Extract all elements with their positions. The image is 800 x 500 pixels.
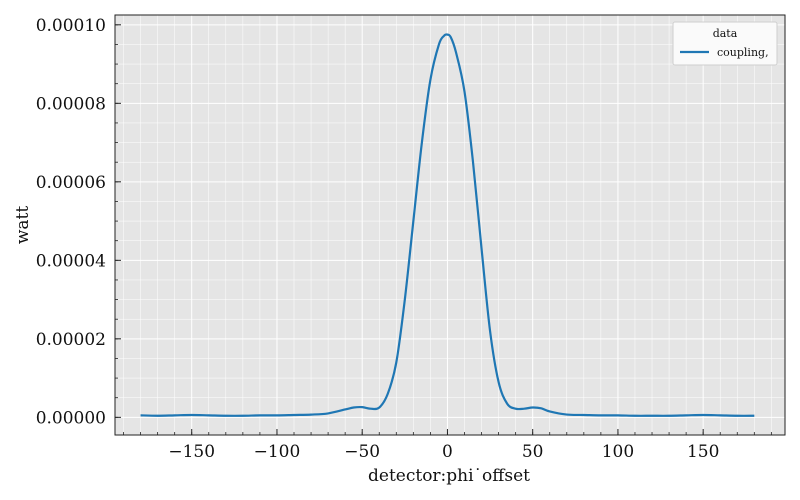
- legend-title: data: [713, 27, 738, 40]
- x-tick-label: −100: [254, 442, 301, 462]
- legend-box: [672, 21, 778, 66]
- axis-ticks: −150 −100 −50 0 50 100 150 0.00000 0.00002 0.0000…: [36, 16, 772, 462]
- x-tick-label: 150: [687, 442, 719, 462]
- x-tick-label: 50: [522, 442, 544, 462]
- y-tick-label: 0.00002: [36, 330, 106, 350]
- x-tick-label: −50: [344, 442, 380, 462]
- y-tick-label: 0.00004: [36, 251, 106, 271]
- x-tick-label: 100: [602, 442, 634, 462]
- plot-background: [115, 15, 785, 435]
- series-line-coupling: [140, 33, 755, 417]
- x-tick-label: −150: [168, 442, 215, 462]
- legend: data coupling,: [672, 21, 778, 66]
- y-tick-label: 0.00008: [36, 94, 106, 114]
- x-tick-label: 0: [442, 442, 453, 462]
- x-axis-label: detector:phi˙offset: [368, 466, 530, 486]
- y-tick-label: 0.00006: [36, 173, 106, 193]
- y-tick-label: 0.00000: [36, 408, 106, 428]
- plot-frame: [114, 14, 786, 436]
- y-axis-label: watt: [13, 206, 33, 245]
- legend-label-coupling: coupling,: [717, 46, 769, 59]
- grid: [115, 15, 785, 435]
- series-lines: [140, 33, 755, 417]
- y-tick-label: 0.00010: [36, 16, 106, 36]
